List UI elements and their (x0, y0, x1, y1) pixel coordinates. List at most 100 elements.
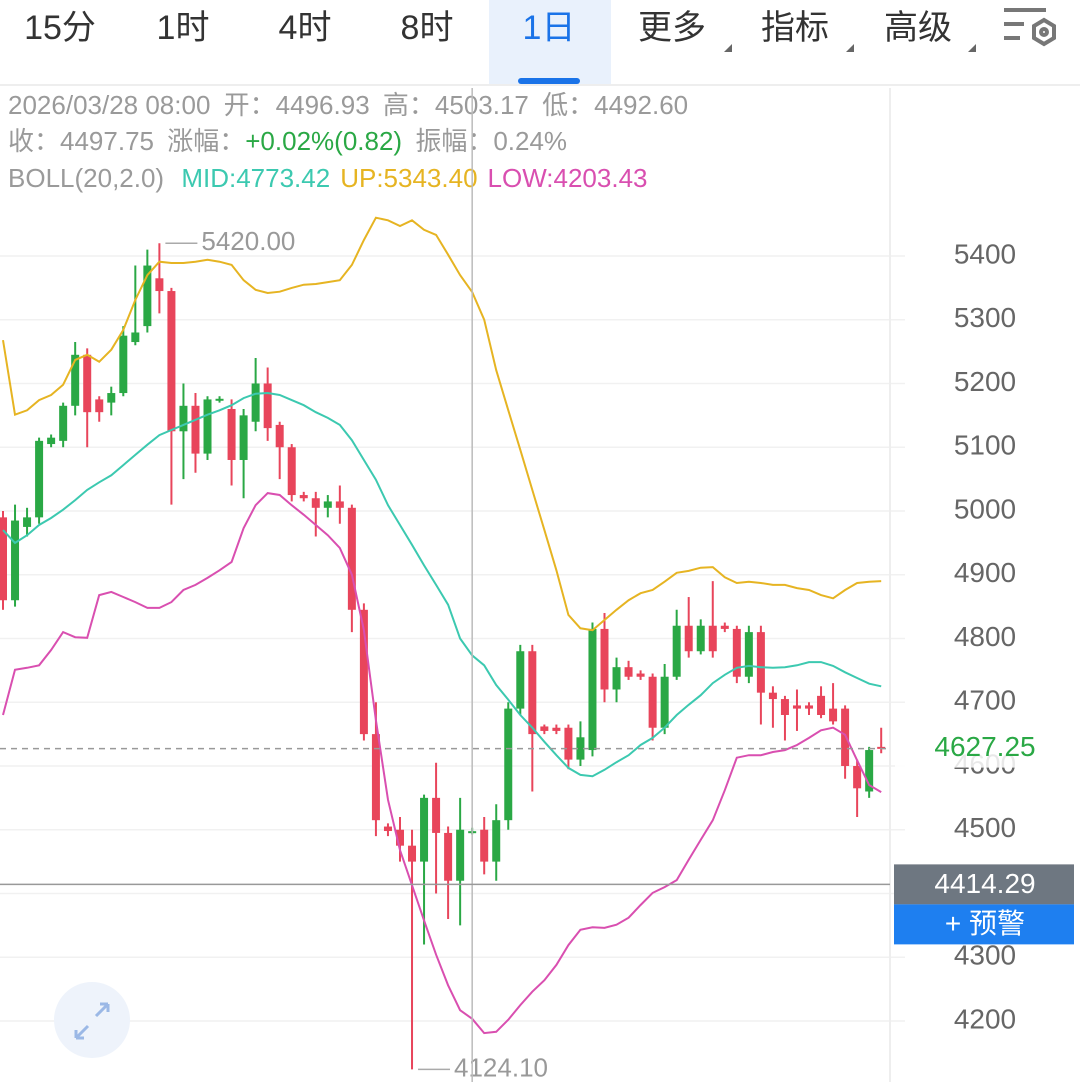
candle-body (660, 676, 669, 728)
candle-body (877, 746, 886, 749)
candle-body (540, 726, 549, 731)
candle-body (59, 405, 68, 441)
label: 收： (8, 126, 60, 156)
candle-body (251, 383, 260, 422)
candle-body (287, 447, 296, 496)
candle-body (167, 291, 176, 432)
candle-body (143, 265, 152, 327)
candle-body (23, 517, 32, 527)
candle-body (576, 737, 585, 760)
tab[interactable]: 4时 (279, 9, 332, 47)
candle-body (528, 651, 537, 735)
candle-body (672, 625, 681, 677)
expand-button[interactable] (54, 982, 130, 1058)
candle-body (648, 676, 657, 728)
candle-body (227, 408, 236, 460)
indicator-line (2, 391, 882, 778)
y-tick-label: 4900 (954, 557, 1016, 588)
tab[interactable]: 高级 (884, 9, 952, 47)
date: 2026/03/28 08:00 (8, 90, 210, 120)
value: +0.02%(0.82) (245, 126, 402, 156)
label: 开： (224, 90, 276, 120)
indicator-line (2, 216, 882, 632)
candle-body (612, 667, 621, 690)
value: 4496.93 (276, 90, 370, 120)
candle-body (83, 354, 92, 413)
candle-body (311, 498, 320, 508)
y-tick-label: 5300 (954, 302, 1016, 333)
y-tick-label: 4300 (954, 940, 1016, 971)
candle-body (444, 832, 453, 881)
indicator-line (2, 492, 882, 1035)
candle-body (817, 695, 826, 715)
candle-body (708, 625, 717, 652)
candle-body (624, 667, 633, 677)
alert-button-label[interactable]: + 预警 (945, 908, 1025, 939)
y-tick-label: 5000 (954, 493, 1016, 524)
candle-body (456, 829, 465, 881)
y-tick-label: 5200 (954, 366, 1016, 397)
y-tick-label: 4500 (954, 812, 1016, 843)
y-tick-label: 5100 (954, 430, 1016, 461)
candle-body (119, 335, 128, 394)
value: 0.24% (493, 126, 567, 156)
candle-body (792, 705, 801, 709)
last-price-bg (895, 729, 1075, 768)
candle-body (684, 625, 693, 652)
candle-body (480, 829, 489, 862)
alert-button[interactable] (894, 904, 1074, 945)
candle-body (131, 332, 140, 343)
legend-entry: LOW:4203.43 (488, 163, 648, 193)
candle-body (504, 708, 513, 821)
candle-body (275, 424, 284, 448)
candle-body (408, 845, 417, 862)
tab[interactable]: 8时 (401, 9, 454, 47)
tab[interactable]: 15分 (24, 9, 96, 47)
candle-body (732, 628, 741, 677)
candle-body (0, 517, 7, 601)
extreme-label: 4124.10 (454, 1052, 548, 1082)
last-price-label: 4627.25 (934, 731, 1035, 762)
candle-body (347, 507, 356, 610)
candle-body (47, 437, 56, 445)
value: 4497.75 (60, 126, 154, 156)
y-tick-label: 4700 (954, 685, 1016, 716)
tab-bar: 15分 1时 4时 8时 1日 更多 指标 高级 (0, 0, 1080, 86)
candle-body (600, 628, 609, 690)
legend-entry: MID:4773.42 (181, 163, 330, 193)
tab[interactable]: 1日 (523, 9, 576, 47)
tab[interactable]: 更多 (638, 9, 706, 47)
info-line: 收：4497.75 涨幅：+0.02%(0.82) 振幅：0.24% (8, 126, 567, 156)
y-tick-label: 4200 (954, 1003, 1016, 1034)
candle-body (552, 727, 561, 731)
candle-body (263, 383, 272, 429)
candle-body (155, 278, 164, 292)
candle-body (829, 708, 838, 722)
candle-body (95, 399, 104, 413)
dropdown-arrow (846, 44, 854, 52)
candle-body (853, 765, 862, 789)
candle-body (203, 399, 212, 454)
crosshair-price-bg (894, 864, 1074, 905)
candle-body (744, 632, 753, 677)
label: 高： (383, 90, 435, 120)
candle-body (359, 609, 368, 735)
candle-body (299, 495, 308, 499)
candle-body (588, 628, 597, 751)
extreme-label: 5420.00 (201, 226, 295, 256)
value: 4503.17 (435, 90, 529, 120)
candle-body (179, 405, 188, 432)
candle-body (395, 829, 404, 846)
candle-body (71, 354, 80, 406)
tab[interactable]: 1时 (157, 9, 210, 47)
dropdown-arrow (724, 44, 732, 52)
candle-body (756, 632, 765, 693)
candle-body (335, 501, 344, 508)
indicator: BOLL(20,2.0) (8, 163, 164, 193)
selected-tab-indicator (518, 78, 580, 84)
label: 振幅： (415, 126, 493, 156)
settings-icon[interactable] (1004, 8, 1056, 47)
tab[interactable]: 指标 (761, 9, 829, 47)
y-tick-label: 4800 (954, 621, 1016, 652)
